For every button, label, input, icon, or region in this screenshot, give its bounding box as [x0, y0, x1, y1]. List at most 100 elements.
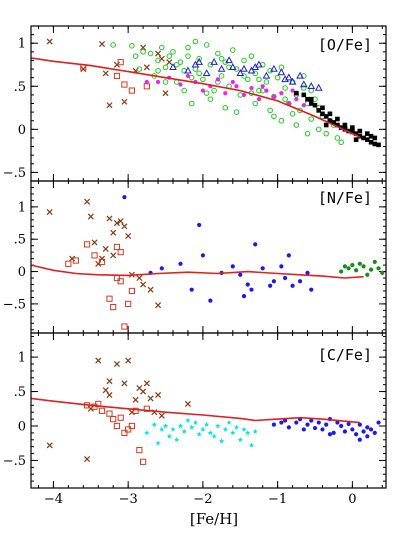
- point-open-square: [72, 257, 79, 264]
- point-open-circle: [274, 74, 281, 81]
- x-tick-label: −1: [268, 492, 287, 507]
- point-filled-circle: [249, 287, 254, 292]
- panel-carbon: [C/Fe] −.5 0 .5 1 −4 −3 −2 −1 0: [3, 332, 387, 507]
- point-open-circle: [155, 57, 161, 64]
- panel-title: [C/Fe]: [318, 346, 372, 364]
- point-open-circle: [188, 74, 195, 81]
- panel-title: [O/Fe]: [318, 36, 372, 54]
- point-star: [245, 430, 251, 436]
- x-tick-label: −3: [119, 492, 138, 507]
- point-open-circle: [229, 47, 236, 53]
- point-open-square: [65, 260, 72, 267]
- point-filled-circle: [189, 287, 194, 292]
- point-filled-circle: [372, 259, 377, 264]
- y-tick-label: 1: [18, 200, 26, 215]
- point-x-marker: [46, 38, 53, 45]
- point-filled-square: [357, 128, 363, 134]
- point-open-circle: [308, 116, 315, 122]
- point-x-marker: [128, 409, 135, 416]
- point-open-triangle: [307, 82, 316, 89]
- point-x-marker: [87, 405, 94, 412]
- point-open-square: [113, 243, 121, 251]
- y-tick-label: 1: [18, 351, 26, 366]
- point-filled-circle: [159, 266, 164, 271]
- point-x-marker: [106, 102, 113, 109]
- point-open-square: [110, 304, 117, 311]
- point-open-circle: [315, 126, 322, 133]
- point-filled-circle: [327, 432, 333, 437]
- point-open-circle: [155, 67, 161, 74]
- point-x-marker: [46, 442, 53, 449]
- y-tick-label: −.5: [3, 297, 26, 312]
- point-open-square: [110, 416, 117, 423]
- point-filled-circle: [286, 253, 291, 258]
- point-open-circle: [267, 107, 273, 114]
- point-x-marker: [106, 378, 113, 385]
- point-x-marker: [110, 252, 117, 259]
- point-filled-circle: [301, 103, 306, 108]
- point-filled-circle: [178, 82, 183, 87]
- point-filled-circle: [354, 268, 359, 273]
- point-filled-square: [308, 96, 314, 102]
- point-open-square: [117, 59, 124, 66]
- point-filled-square: [372, 135, 378, 141]
- model-curve: [31, 57, 361, 138]
- point-filled-circle: [365, 434, 370, 439]
- point-x-marker: [140, 388, 147, 395]
- point-star: [233, 424, 240, 430]
- point-x-marker: [158, 412, 165, 419]
- point-filled-circle: [283, 275, 288, 281]
- point-open-square: [106, 295, 113, 302]
- point-filled-circle: [309, 287, 314, 292]
- point-filled-square: [316, 108, 322, 113]
- point-open-triangle: [247, 66, 256, 74]
- point-star: [215, 423, 221, 429]
- point-open-circle: [200, 76, 206, 83]
- point-star: [181, 428, 187, 434]
- point-filled-circle: [376, 266, 381, 271]
- panel-title: [N/Fe]: [318, 189, 372, 207]
- point-filled-circle: [208, 298, 213, 303]
- point-open-triangle: [262, 71, 271, 79]
- point-x-marker: [102, 245, 109, 252]
- point-open-triangle: [277, 68, 286, 76]
- point-star: [196, 431, 202, 437]
- point-filled-square: [368, 139, 374, 145]
- point-filled-circle: [290, 283, 295, 288]
- point-filled-circle: [241, 294, 247, 299]
- point-x-marker: [125, 357, 132, 364]
- point-open-triangle: [296, 71, 304, 79]
- point-filled-circle: [354, 432, 359, 437]
- point-filled-circle: [305, 422, 310, 427]
- point-open-square: [128, 422, 135, 430]
- point-star: [230, 430, 236, 436]
- point-x-marker: [113, 61, 120, 68]
- point-open-triangle: [284, 73, 293, 81]
- point-open-triangle: [288, 77, 297, 85]
- point-x-marker: [87, 213, 94, 220]
- point-filled-circle: [155, 79, 161, 85]
- point-open-circle: [207, 96, 214, 102]
- point-open-triangle: [228, 63, 237, 71]
- point-filled-circle: [185, 73, 191, 79]
- point-filled-square: [342, 122, 348, 128]
- point-filled-circle: [268, 283, 273, 288]
- point-open-triangle: [217, 64, 226, 72]
- point-open-circle: [222, 105, 229, 111]
- y-tick-label: 0: [18, 420, 26, 435]
- point-open-square: [128, 87, 135, 94]
- point-open-circle: [334, 135, 341, 141]
- point-filled-circle: [357, 437, 362, 442]
- point-open-circle: [256, 76, 262, 83]
- y-tick-label: .5: [14, 233, 26, 248]
- point-x-marker: [84, 198, 91, 205]
- point-filled-square: [312, 102, 318, 108]
- point-filled-square: [357, 133, 363, 139]
- point-filled-square: [305, 96, 310, 102]
- point-open-square: [121, 323, 128, 330]
- point-filled-circle: [200, 253, 205, 258]
- point-filled-circle: [260, 266, 265, 271]
- point-filled-square: [320, 111, 325, 117]
- point-filled-square: [376, 142, 381, 148]
- point-open-triangle: [270, 64, 278, 72]
